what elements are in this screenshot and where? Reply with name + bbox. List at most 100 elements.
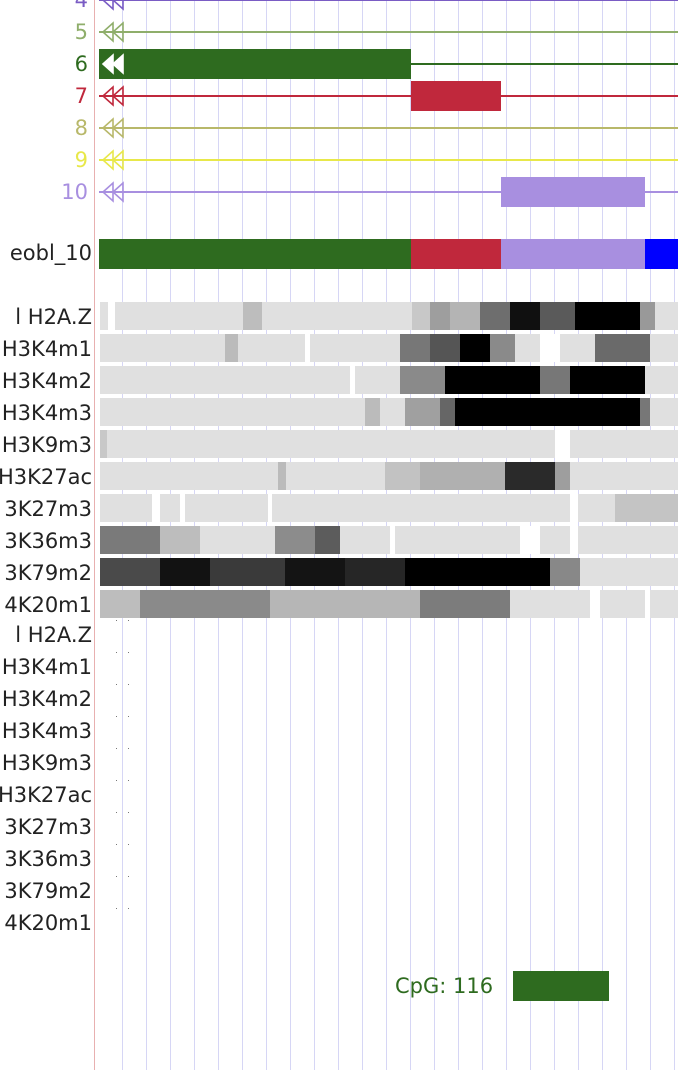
signal-heatmap-segment (420, 590, 510, 618)
empty-track-marker (116, 908, 117, 909)
strand-arrow-icon (101, 149, 124, 171)
state-row-line (99, 0, 678, 1)
signal-heatmap-row[interactable] (100, 526, 678, 554)
signal-heatmap-segment (100, 494, 152, 522)
state-block[interactable] (411, 81, 501, 111)
signal-heatmap-segment (305, 334, 310, 362)
signal-heatmap-segment (440, 398, 455, 426)
signal-heatmap-segment (272, 494, 570, 522)
signal-label-h3k4m3: H3K4m3 (1, 401, 92, 425)
signal-heatmap-segment (540, 526, 570, 554)
strand-arrow-icon (101, 53, 124, 75)
empty-track-marker (128, 812, 129, 813)
signal-heatmap-segment (180, 494, 185, 522)
strand-arrow-icon (101, 85, 124, 107)
signal-heatmap-segment (640, 398, 650, 426)
signal-heatmap-segment (580, 558, 600, 586)
signal-label-h3k79m2: 3K79m2 (4, 561, 92, 585)
signal-heatmap-row[interactable] (100, 590, 678, 618)
empty-track-marker (116, 876, 117, 877)
signal-label-h2az: l H2A.Z (15, 305, 92, 329)
signal-heatmap-segment (590, 590, 600, 618)
state-row-line (99, 159, 678, 161)
signal-heatmap-segment (645, 366, 678, 394)
signal-heatmap-segment (575, 302, 640, 330)
empty-track-marker (128, 748, 129, 749)
empty-track-marker (116, 780, 117, 781)
empty-track-marker (128, 716, 129, 717)
empty-track-marker (128, 844, 129, 845)
signal-label-h3k4m2: H3K4m2 (1, 369, 92, 393)
signal-heatmap-segment (100, 462, 278, 490)
signal-heatmap-segment (270, 590, 420, 618)
state-block[interactable] (99, 49, 411, 79)
signal-heatmap-row[interactable] (100, 494, 678, 522)
signal-heatmap-segment (210, 558, 285, 586)
signal-heatmap-segment (570, 494, 578, 522)
signal-heatmap-segment (400, 334, 430, 362)
dense-track-segment[interactable] (501, 239, 645, 269)
signal-label-h3k4m1: H3K4m1 (1, 337, 92, 361)
empty-label-h2az: l H2A.Z (15, 623, 92, 647)
empty-track-marker (128, 908, 129, 909)
state-label-9: 9 (74, 148, 88, 172)
signal-heatmap-segment (390, 526, 395, 554)
strand-arrow-icon (101, 181, 124, 203)
signal-heatmap-row[interactable] (100, 462, 678, 490)
dense-track-segment[interactable] (411, 239, 501, 269)
signal-heatmap-segment (100, 590, 140, 618)
empty-track-marker (116, 684, 117, 685)
signal-heatmap-segment (108, 302, 115, 330)
signal-heatmap-segment (355, 366, 400, 394)
signal-heatmap-segment (445, 366, 540, 394)
signal-heatmap-segment (345, 558, 405, 586)
signal-heatmap-segment (262, 302, 412, 330)
track-left-border (94, 0, 95, 1070)
signal-heatmap-segment (520, 526, 540, 554)
state-row-line (99, 191, 678, 193)
signal-heatmap-row[interactable] (100, 398, 678, 426)
signal-heatmap-segment (650, 334, 678, 362)
dense-track-segment[interactable] (99, 239, 411, 269)
dense-track-segment[interactable] (645, 239, 678, 269)
signal-heatmap-segment (550, 558, 580, 586)
strand-arrow-icon (101, 21, 124, 43)
signal-heatmap-segment (365, 398, 380, 426)
signal-heatmap-row[interactable] (100, 558, 678, 586)
signal-heatmap-segment (405, 398, 440, 426)
signal-heatmap-segment (540, 334, 560, 362)
empty-label-h3k27m3: 3K27m3 (4, 815, 92, 839)
signal-heatmap-segment (160, 494, 180, 522)
signal-heatmap-segment (570, 366, 645, 394)
empty-track-marker (116, 620, 117, 621)
state-block[interactable] (501, 177, 645, 207)
strand-arrow-icon (101, 0, 124, 11)
signal-heatmap-segment (100, 366, 350, 394)
signal-heatmap-row[interactable] (100, 334, 678, 362)
signal-heatmap-segment (655, 302, 678, 330)
signal-heatmap-segment (505, 462, 555, 490)
empty-label-h3k27ac: H3K27ac (0, 783, 92, 807)
signal-heatmap-segment (160, 526, 200, 554)
signal-heatmap-row[interactable] (100, 366, 678, 394)
cpg-island-block[interactable] (513, 971, 609, 1001)
signal-heatmap-segment (600, 526, 678, 554)
signal-heatmap-segment (100, 302, 108, 330)
state-label-6: 6 (74, 52, 88, 76)
empty-label-h3k4m2: H3K4m2 (1, 687, 92, 711)
signal-heatmap-segment (100, 526, 160, 554)
signal-heatmap-segment (490, 334, 515, 362)
empty-label-h4k20m1: 4K20m1 (4, 911, 92, 935)
signal-heatmap-segment (268, 494, 272, 522)
state-label-7: 7 (74, 84, 88, 108)
signal-heatmap-row[interactable] (100, 302, 678, 330)
signal-heatmap-segment (400, 366, 445, 394)
signal-heatmap-segment (595, 334, 650, 362)
signal-heatmap-segment (555, 462, 570, 490)
state-label-4: 4 (74, 0, 88, 12)
signal-heatmap-row[interactable] (100, 430, 678, 458)
empty-label-h3k36m3: 3K36m3 (4, 847, 92, 871)
empty-track-marker (116, 812, 117, 813)
signal-heatmap-segment (460, 334, 490, 362)
